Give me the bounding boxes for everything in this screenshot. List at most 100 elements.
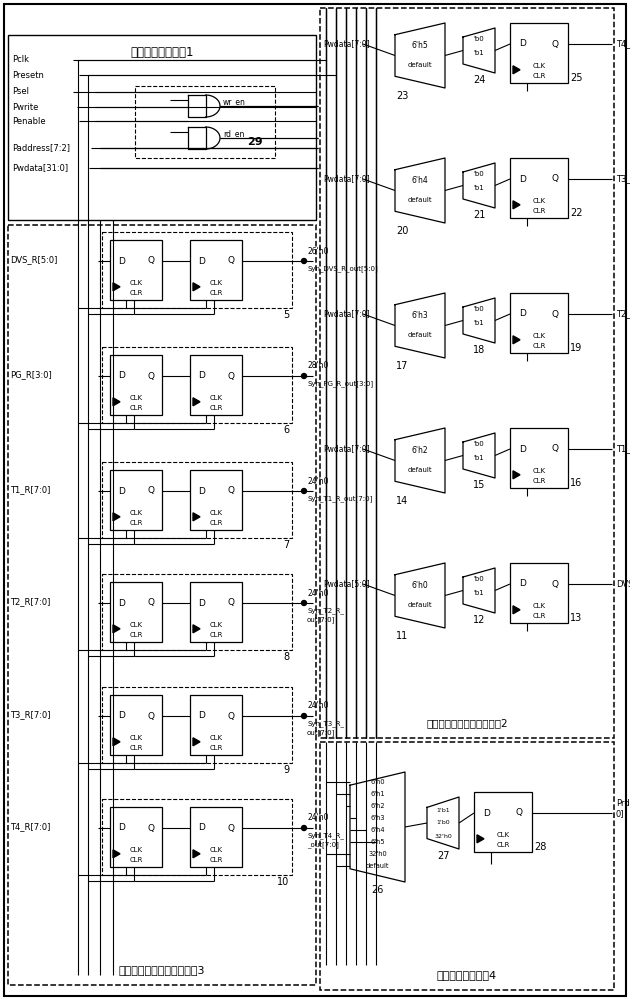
Polygon shape xyxy=(513,201,520,209)
Text: Syn_T4_R_: Syn_T4_R_ xyxy=(307,833,344,839)
Text: 6'h1: 6'h1 xyxy=(370,791,385,797)
Text: rd_en: rd_en xyxy=(223,129,244,138)
Text: Pwrite: Pwrite xyxy=(12,103,38,111)
Circle shape xyxy=(302,373,307,378)
Text: 14: 14 xyxy=(396,496,409,506)
Text: 24'h0: 24'h0 xyxy=(307,588,328,597)
Text: CLK: CLK xyxy=(532,198,546,204)
Text: D: D xyxy=(519,580,526,588)
Text: T1_R[7:0]: T1_R[7:0] xyxy=(10,486,50,494)
Text: Q: Q xyxy=(147,712,154,720)
Text: Pwdata[31:0]: Pwdata[31:0] xyxy=(12,163,68,172)
Polygon shape xyxy=(193,625,200,633)
Text: Q: Q xyxy=(552,444,559,454)
Text: 16: 16 xyxy=(570,478,582,488)
Bar xyxy=(102,574,292,650)
Text: CLR: CLR xyxy=(532,343,546,349)
Text: default: default xyxy=(408,62,432,68)
Polygon shape xyxy=(513,336,520,344)
Text: Q: Q xyxy=(516,808,523,818)
Text: Q: Q xyxy=(227,598,234,607)
Text: 'b0: 'b0 xyxy=(474,171,484,177)
Text: CLR: CLR xyxy=(209,857,222,863)
Bar xyxy=(190,807,242,867)
Text: 'b0: 'b0 xyxy=(474,36,484,42)
Text: Syn_DVS_R_out[5:0]: Syn_DVS_R_out[5:0] xyxy=(307,266,378,272)
Text: 系统总线读取电路4: 系统总线读取电路4 xyxy=(437,970,497,980)
Text: CLR: CLR xyxy=(129,632,142,638)
Text: T1_W[7:0]: T1_W[7:0] xyxy=(616,444,630,454)
Text: CLR: CLR xyxy=(129,857,142,863)
Text: D: D xyxy=(118,256,125,265)
Text: CLK: CLK xyxy=(129,735,142,741)
Text: Paddress[7:2]: Paddress[7:2] xyxy=(12,143,70,152)
Text: 11: 11 xyxy=(396,631,409,641)
Bar xyxy=(102,232,292,308)
Text: 32'h0: 32'h0 xyxy=(368,851,387,857)
Text: _out[7:0]: _out[7:0] xyxy=(307,842,339,848)
Text: 5: 5 xyxy=(283,310,289,320)
Text: 28'h0: 28'h0 xyxy=(307,361,328,370)
Bar xyxy=(110,582,162,642)
Circle shape xyxy=(302,258,307,263)
Text: 21: 21 xyxy=(472,210,485,220)
Text: CLK: CLK xyxy=(496,832,510,838)
Text: 1'b0: 1'b0 xyxy=(436,820,450,826)
Text: Prdata[31:
0]: Prdata[31: 0] xyxy=(616,798,630,818)
Text: Penable: Penable xyxy=(12,116,45,125)
Text: Pwdata[5:0]: Pwdata[5:0] xyxy=(323,580,370,588)
Text: 27: 27 xyxy=(437,851,449,861)
Text: 26: 26 xyxy=(371,885,384,895)
Text: Pclk: Pclk xyxy=(12,55,29,64)
Bar xyxy=(510,23,568,83)
Bar xyxy=(102,687,292,763)
Bar xyxy=(8,35,316,220)
Text: CLR: CLR xyxy=(209,745,222,751)
Text: D: D xyxy=(118,824,125,832)
Text: CLK: CLK xyxy=(209,735,222,741)
Text: 24'h0: 24'h0 xyxy=(307,477,328,486)
Text: CLK: CLK xyxy=(129,622,142,628)
Text: Q: Q xyxy=(227,824,234,832)
Text: 9: 9 xyxy=(283,765,289,775)
Text: 25: 25 xyxy=(570,73,583,83)
Text: 6'h2: 6'h2 xyxy=(370,803,385,809)
Text: Q: Q xyxy=(227,487,234,495)
Text: 6'h0: 6'h0 xyxy=(370,779,385,785)
Text: CLR: CLR xyxy=(532,208,546,214)
Text: 23: 23 xyxy=(396,91,409,101)
Text: 32'h0: 32'h0 xyxy=(434,834,452,838)
Text: T4_W[7:0]: T4_W[7:0] xyxy=(616,39,630,48)
Text: CLK: CLK xyxy=(209,847,222,853)
Text: default: default xyxy=(408,197,432,203)
Text: CLK: CLK xyxy=(532,63,546,69)
Text: D: D xyxy=(118,487,125,495)
Polygon shape xyxy=(113,283,120,291)
Text: CLK: CLK xyxy=(532,333,546,339)
Bar xyxy=(510,158,568,218)
Text: D: D xyxy=(198,256,205,265)
Text: D: D xyxy=(519,39,526,48)
Text: 12: 12 xyxy=(472,615,485,625)
Text: 6'h3: 6'h3 xyxy=(411,311,428,320)
Text: CLR: CLR xyxy=(129,290,142,296)
Text: CLK: CLK xyxy=(129,395,142,401)
Text: CLR: CLR xyxy=(209,405,222,411)
Circle shape xyxy=(302,600,307,605)
Polygon shape xyxy=(193,398,200,406)
Bar xyxy=(320,742,614,990)
Text: 22: 22 xyxy=(570,208,583,218)
Polygon shape xyxy=(513,606,520,614)
Text: 24'h0: 24'h0 xyxy=(307,702,328,710)
Circle shape xyxy=(302,714,307,718)
Text: 18: 18 xyxy=(473,345,485,355)
Text: CLK: CLK xyxy=(532,603,546,609)
Text: out[7:0]: out[7:0] xyxy=(307,730,335,736)
Text: 8: 8 xyxy=(283,652,289,662)
Text: CLK: CLK xyxy=(532,468,546,474)
Text: Syn_T2_R_: Syn_T2_R_ xyxy=(307,608,344,614)
Text: 29: 29 xyxy=(247,137,263,147)
Bar xyxy=(190,355,242,415)
Bar xyxy=(110,470,162,530)
Text: Pwdata[7:0]: Pwdata[7:0] xyxy=(323,174,370,184)
